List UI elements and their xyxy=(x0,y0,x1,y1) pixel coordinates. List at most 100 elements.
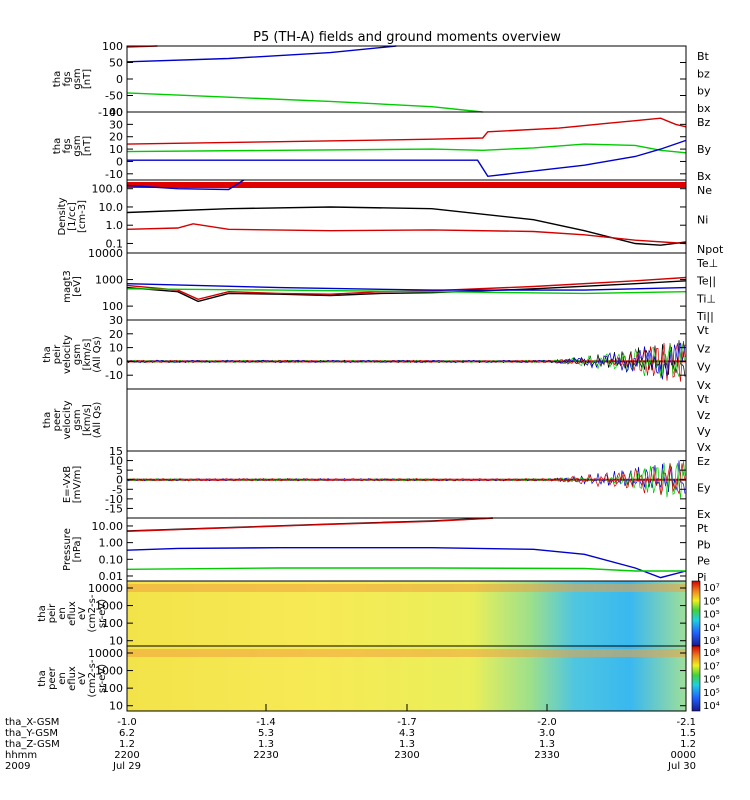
density-top-bar xyxy=(127,182,686,188)
y-tick-label: 10 xyxy=(109,455,123,468)
panel-frame xyxy=(126,517,687,582)
x-axis-value: 2230 xyxy=(253,750,278,761)
y-tick-label: 0.10 xyxy=(99,553,124,566)
x-axis-value: 1.2 xyxy=(680,739,696,750)
legend-by: By xyxy=(697,143,712,156)
panel-1: 100 50 0 -50 -100 thafgsgsm[nT] Bt bz by bx xyxy=(52,40,711,119)
y-tick-label: 30 xyxy=(109,314,123,327)
y-tick-label: 1.0 xyxy=(106,219,124,232)
panel-9: 10⁷ 10⁶ 10⁵ 10⁴ 10³ 10000 1000 100 10thapeirenef… xyxy=(37,580,720,648)
legend-vz: Vz xyxy=(697,409,711,422)
colorbar-tick-label: 10⁸ xyxy=(703,648,720,659)
panel-4: 10000 1000 100 magt3[eV] Te⊥ Te|| Ti⊥ Ti|| xyxy=(62,247,718,323)
x-axis-value: -1.0 xyxy=(117,717,137,728)
legend-ti: Ti⊥ xyxy=(696,292,716,305)
y-tick-label: 40 xyxy=(109,106,123,119)
y-tick-label: 10000 xyxy=(88,247,123,260)
legend-pe: Pe xyxy=(697,555,710,568)
y-tick-label: -10 xyxy=(105,369,123,382)
series-line-te xyxy=(126,276,687,301)
colorbar-tick-label: 10⁵ xyxy=(703,688,720,699)
series-line-ti xyxy=(126,288,687,295)
colorbar-tick-label: 10⁷ xyxy=(703,583,720,594)
y-tick-label: 0.01 xyxy=(99,570,124,583)
y-tick-label: 1000 xyxy=(95,665,123,678)
fluctuation-trace xyxy=(126,463,686,496)
y-tick-label: -5 xyxy=(112,483,123,496)
spectrogram-band xyxy=(127,649,686,657)
colorbar-tick-label: 10⁴ xyxy=(703,623,720,634)
y-axis-label: thapeirenefluxeV(cm2-s-sr-eV) xyxy=(37,594,108,632)
x-axis-value: -1.7 xyxy=(397,717,417,728)
legend-te: Te⊥ xyxy=(696,257,718,270)
legend-bz: bz xyxy=(697,67,710,80)
x-axis-row-label: tha_Z-GSM xyxy=(5,739,60,750)
y-tick-label: 50 xyxy=(109,57,123,70)
y-tick-label: 10.0 xyxy=(99,201,124,214)
series-line-ni xyxy=(126,206,687,246)
y-tick-label: 100 xyxy=(102,682,123,695)
y-axis-label: thafgsgsm[nT] xyxy=(52,68,93,89)
y-tick-label: -10 xyxy=(105,493,123,506)
x-axis-value: 2200 xyxy=(114,750,139,761)
y-tick-label: 10 xyxy=(109,700,123,713)
x-axis-row-label: hhmm xyxy=(5,750,37,761)
legend-vx: Vx xyxy=(697,441,712,454)
x-axis-value: 6.2 xyxy=(119,728,135,739)
legend-pb: Pb xyxy=(697,538,711,551)
x-axis-row-label: 2009 xyxy=(5,761,30,772)
y-tick-label: -15 xyxy=(105,502,123,515)
y-tick-label: 0 xyxy=(116,73,123,86)
series-line-pi xyxy=(126,547,687,579)
colorbar xyxy=(691,645,701,712)
legend-ti: Ti|| xyxy=(696,310,714,323)
y-tick-label: 10.00 xyxy=(92,520,124,533)
y-tick-label: -10 xyxy=(105,168,123,181)
y-tick-label: 20 xyxy=(109,328,123,341)
legend-bt: Bt xyxy=(697,50,710,63)
y-axis-label: thapeirvelocitygsm[km/s](All Qs) xyxy=(42,335,103,374)
panel-6: thapeervelocitygsm[km/s](All Qs) Vt Vz Vy Vx xyxy=(42,388,712,454)
series-line-pb xyxy=(126,517,493,532)
colorbar-tick-label: 10⁵ xyxy=(703,610,720,621)
y-axis-label: E=-VxB[mV/m] xyxy=(62,466,83,504)
legend-vz: Vz xyxy=(697,342,711,355)
y-tick-label: 10 xyxy=(109,143,123,156)
panel-frame xyxy=(126,450,687,519)
panel-frame xyxy=(126,179,687,254)
legend-npot: Npot xyxy=(697,243,724,256)
legend-bz: Bz xyxy=(697,116,711,129)
x-axis-value: 4.3 xyxy=(399,728,415,739)
x-axis-value: -2.1 xyxy=(676,717,696,728)
y-tick-label: 10000 xyxy=(88,647,123,660)
x-axis-value: 3.0 xyxy=(539,728,555,739)
panel-3: 100.0 10.0 1.0 0.1 Density[1/cc][cm-3] Ne Ni Np… xyxy=(57,179,724,256)
colorbar-tick-label: 10³ xyxy=(703,636,720,647)
series-line-pe xyxy=(126,567,686,572)
y-tick-label: 100 xyxy=(102,300,123,313)
series-line-bx xyxy=(126,45,397,63)
fluctuation-trace xyxy=(126,342,686,380)
y-tick-label: 1000 xyxy=(95,600,123,613)
x-axis-value: 1.3 xyxy=(399,739,415,750)
colorbar-tick-label: 10⁶ xyxy=(703,596,720,607)
y-tick-label: 1000 xyxy=(95,274,123,287)
legend-ni: Ni xyxy=(697,214,708,227)
series-line-ne xyxy=(126,223,687,245)
series-line-by xyxy=(126,143,687,154)
figure-title: P5 (TH-A) fields and ground moments over… xyxy=(253,30,561,45)
x-axis-value: 1.2 xyxy=(119,739,135,750)
colorbar-tick-label: 10⁶ xyxy=(703,675,720,686)
legend-ey: Ey xyxy=(697,482,711,495)
y-tick-label: 100.0 xyxy=(92,183,124,196)
y-tick-label: 0 xyxy=(116,155,123,168)
spectrogram-band xyxy=(127,584,686,592)
y-tick-label: 0.1 xyxy=(106,237,124,250)
colorbar xyxy=(691,580,701,647)
x-axis-value: -1.4 xyxy=(256,717,276,728)
x-axis-value: Jul 30 xyxy=(667,761,696,772)
series-line-npot xyxy=(126,179,245,191)
legend-vy: Vy xyxy=(697,425,711,438)
